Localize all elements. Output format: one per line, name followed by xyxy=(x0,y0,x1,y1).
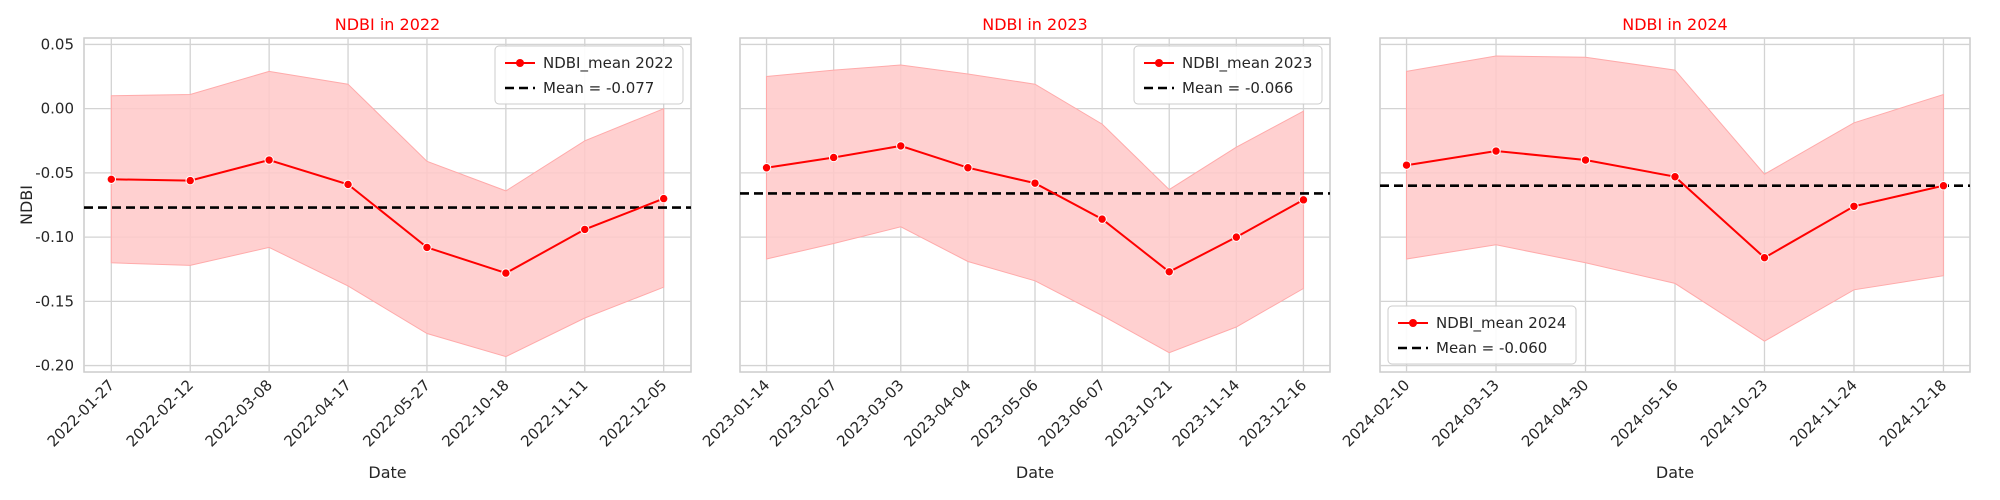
y-axis-label: NDBI xyxy=(17,185,36,225)
y-tick-label: -0.10 xyxy=(35,228,74,246)
x-tick-label: 2024-02-10 xyxy=(1339,376,1413,450)
data-point xyxy=(106,174,117,185)
data-point xyxy=(501,268,511,278)
x-tick-label: 2022-01-27 xyxy=(44,376,118,450)
legend-mean-label: Mean = -0.077 xyxy=(543,79,654,97)
x-tick-label: 2024-03-13 xyxy=(1428,376,1502,450)
series-line xyxy=(111,158,665,275)
chart-title: NDBI in 2022 xyxy=(335,15,440,34)
legend-series-marker xyxy=(516,59,524,67)
x-tick-label: 2023-10-21 xyxy=(1102,376,1176,450)
x-tick-label: 2023-06-07 xyxy=(1035,376,1109,450)
x-tick-label: 2022-11-11 xyxy=(517,376,591,450)
data-point xyxy=(185,175,195,186)
legend-series-marker xyxy=(1409,319,1417,327)
data-point xyxy=(761,163,772,173)
x-tick-label: 2022-12-05 xyxy=(596,376,670,450)
x-tick-label: 2024-05-16 xyxy=(1607,376,1681,450)
data-point xyxy=(963,163,973,173)
x-axis-label: Date xyxy=(368,463,406,482)
data-point xyxy=(1670,172,1680,182)
data-point xyxy=(1164,267,1174,277)
ci-band xyxy=(766,64,1304,354)
chart-title: NDBI in 2023 xyxy=(982,15,1087,34)
data-point xyxy=(1097,214,1107,224)
legend-mean-label: Mean = -0.066 xyxy=(1182,79,1293,97)
data-point xyxy=(1759,252,1770,263)
legend-series-marker xyxy=(1155,59,1163,67)
data-point xyxy=(580,224,590,235)
data-point xyxy=(422,242,432,253)
chart-panel-2: 2023-01-142023-02-072023-03-032023-04-04… xyxy=(699,15,1331,482)
data-point xyxy=(1491,146,1501,156)
x-tick-label: 2023-01-14 xyxy=(699,376,773,450)
legend-series-label: NDBI_mean 2024 xyxy=(1436,314,1566,333)
data-point xyxy=(658,193,669,204)
data-point xyxy=(264,155,274,165)
legend: NDBI_mean 2024 Mean = -0.060 xyxy=(1387,305,1577,365)
data-point xyxy=(1849,201,1859,211)
data-point xyxy=(1231,232,1242,242)
data-point xyxy=(828,152,839,163)
legend-series-label: NDBI_mean 2023 xyxy=(1182,54,1312,73)
legend-series-label: NDBI_mean 2022 xyxy=(543,54,673,73)
x-tick-label: 2024-04-30 xyxy=(1518,376,1592,450)
data-point xyxy=(343,179,353,190)
x-tick-label: 2023-04-04 xyxy=(900,376,974,450)
x-tick-label: 2023-11-14 xyxy=(1169,376,1243,450)
x-tick-label: 2022-02-12 xyxy=(123,376,197,450)
y-tick-label: -0.20 xyxy=(35,357,74,375)
x-tick-label: 2023-03-03 xyxy=(833,376,907,450)
ci-band xyxy=(110,70,665,358)
data-point xyxy=(1298,195,1309,205)
data-point xyxy=(1580,155,1591,165)
legend: NDBI_mean 2022 Mean = -0.077 xyxy=(494,45,684,105)
data-point xyxy=(1401,160,1412,170)
x-tick-label: 2022-03-08 xyxy=(202,376,276,450)
x-axis-label: Date xyxy=(1016,463,1054,482)
data-point xyxy=(1030,178,1040,188)
legend-box xyxy=(1133,45,1323,105)
data-point xyxy=(896,141,906,151)
x-tick-label: 2023-02-07 xyxy=(766,376,840,450)
x-axis-label: Date xyxy=(1656,463,1694,482)
y-tick-label: -0.15 xyxy=(35,292,74,310)
legend-box xyxy=(494,45,684,105)
y-tick-label: 0.05 xyxy=(41,35,74,53)
data-point xyxy=(1938,181,1949,191)
chart-panel-3: 2024-02-10 2024-03-13 2024-04-30 2024-05-16… xyxy=(1339,15,1971,482)
ci-band xyxy=(1406,55,1944,342)
x-tick-label: 2023-05-06 xyxy=(967,376,1041,450)
x-tick-label: 2024-11-24 xyxy=(1786,376,1860,450)
y-tick-label: 0.00 xyxy=(41,100,74,118)
legend-box xyxy=(1387,305,1577,365)
x-tick-label: 2023-12-16 xyxy=(1236,376,1310,450)
x-tick-label: 2024-10-23 xyxy=(1697,376,1771,450)
x-tick-label: 2022-05-27 xyxy=(359,376,433,450)
legend-mean-label: Mean = -0.060 xyxy=(1436,339,1547,357)
x-tick-label: 2022-04-17 xyxy=(280,376,354,450)
y-tick-label: -0.05 xyxy=(35,164,74,182)
chart-title: NDBI in 2024 xyxy=(1622,15,1727,34)
x-tick-label: 2024-12-18 xyxy=(1876,376,1950,450)
x-tick-label: 2022-10-18 xyxy=(438,376,512,450)
legend: NDBI_mean 2023 Mean = -0.066 xyxy=(1133,45,1323,105)
